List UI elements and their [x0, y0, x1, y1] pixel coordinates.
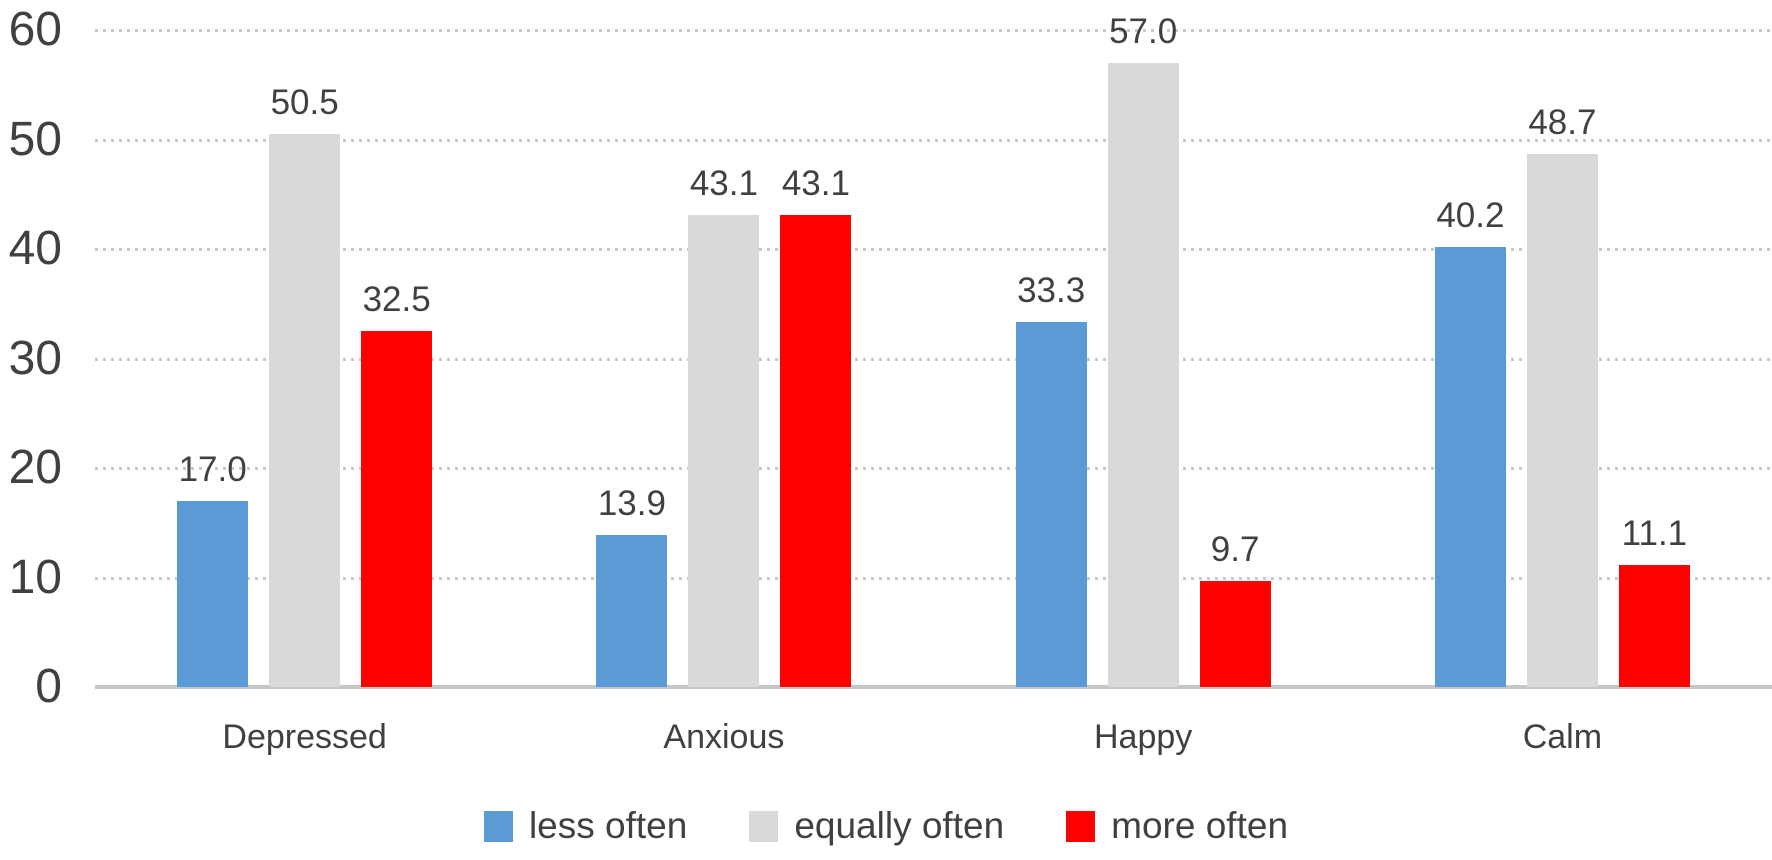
data-label-equally-often-depressed: 50.5 — [270, 83, 339, 123]
bar-less-often-anxious — [596, 534, 668, 687]
legend-swatch-less-often-icon — [483, 810, 513, 842]
x-axis-line — [95, 685, 1772, 689]
bar-less-often-depressed — [177, 500, 249, 687]
legend-item-less-often: less often — [483, 802, 688, 850]
bar-equally-often-anxious — [688, 215, 760, 687]
legend-label-equally-often: equally often — [794, 805, 1005, 846]
y-axis-tick-0: 0 — [35, 660, 62, 713]
data-label-less-often-depressed: 17.0 — [178, 449, 247, 489]
y-axis-tick-10: 10 — [8, 550, 62, 604]
y-axis-tick-30: 30 — [8, 331, 62, 385]
data-label-more-often-anxious: 43.1 — [781, 164, 850, 204]
gridline-50 — [95, 138, 1772, 142]
category-label-happy: Happy — [1093, 718, 1193, 756]
gridline-60 — [95, 29, 1772, 32]
legend-swatch-more-often-icon — [1066, 810, 1096, 842]
bar-more-often-calm — [1618, 565, 1690, 687]
data-label-less-often-calm: 40.2 — [1436, 195, 1505, 235]
bar-equally-often-happy — [1107, 62, 1179, 687]
legend-item-equally-often: equally often — [749, 802, 1004, 850]
data-label-equally-often-calm: 48.7 — [1528, 102, 1597, 142]
data-label-more-often-happy: 9.7 — [1210, 529, 1260, 569]
bar-equally-often-depressed — [269, 134, 341, 687]
bar-more-often-happy — [1199, 580, 1271, 687]
y-axis-tick-20: 20 — [8, 441, 62, 494]
legend-swatch-equally-often-icon — [749, 810, 779, 842]
legend: less often equally often more often — [0, 802, 1772, 850]
data-label-more-often-calm: 11.1 — [1621, 514, 1688, 554]
legend-label-more-often: more often — [1111, 805, 1289, 846]
data-label-more-often-depressed: 32.5 — [362, 280, 431, 320]
category-label-anxious: Anxious — [663, 718, 785, 756]
bar-more-often-anxious — [780, 215, 852, 687]
category-label-calm: Calm — [1522, 718, 1603, 756]
data-label-equally-often-happy: 57.0 — [1109, 11, 1178, 51]
legend-label-less-often: less often — [528, 805, 688, 846]
gridline-20 — [95, 467, 1772, 470]
bar-equally-often-calm — [1526, 153, 1598, 687]
bar-more-often-depressed — [361, 331, 433, 687]
bar-less-often-calm — [1434, 246, 1506, 687]
bar-less-often-happy — [1015, 322, 1087, 687]
gridline-40 — [95, 248, 1772, 251]
y-axis-tick-60: 60 — [8, 3, 62, 56]
y-axis-tick-40: 40 — [8, 222, 62, 275]
legend-item-more-often: more often — [1066, 802, 1288, 850]
y-axis-tick-50: 50 — [8, 112, 62, 166]
gridline-30 — [95, 357, 1772, 361]
category-label-depressed: Depressed — [222, 718, 387, 756]
gridline-10 — [95, 576, 1772, 580]
data-label-equally-often-anxious: 43.1 — [689, 164, 758, 204]
data-label-less-often-happy: 33.3 — [1017, 271, 1086, 311]
data-label-less-often-anxious: 13.9 — [597, 483, 666, 523]
